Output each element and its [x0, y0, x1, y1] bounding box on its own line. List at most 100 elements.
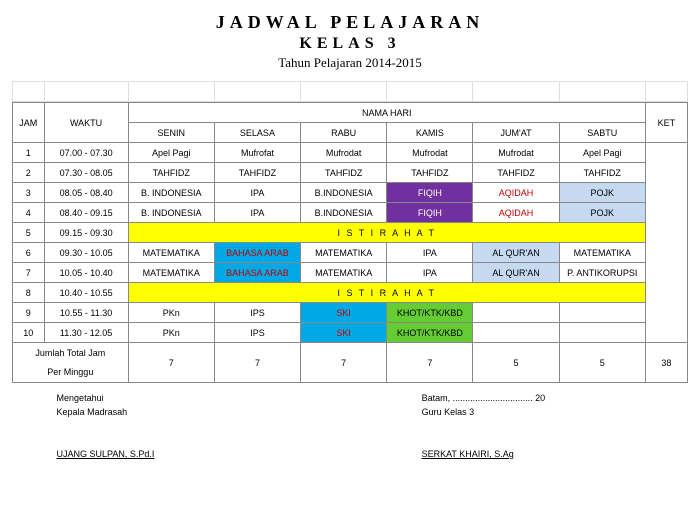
subject-cell: SKI	[301, 303, 387, 323]
subject-cell: MATEMATIKA	[128, 263, 214, 283]
subject-cell: SKI	[301, 323, 387, 343]
cell-waktu: 09.15 - 09.30	[44, 223, 128, 243]
header-ket: KET	[645, 103, 687, 143]
subject-cell: FIQIH	[387, 183, 473, 203]
cell-jam: 10	[13, 323, 45, 343]
total-jumat: 5	[473, 343, 559, 383]
cell-waktu: 10.55 - 11.30	[44, 303, 128, 323]
cell-jam: 9	[13, 303, 45, 323]
signature-block: MengetahuiBatam, .......................…	[12, 391, 688, 461]
cell-waktu: 08.05 - 08.40	[44, 183, 128, 203]
subject-cell: PKn	[128, 303, 214, 323]
sig-right-2: Guru Kelas 3	[418, 405, 688, 419]
cell-jam: 5	[13, 223, 45, 243]
subject-cell: B.INDONESIA	[301, 183, 387, 203]
day-senin: SENIN	[128, 123, 214, 143]
cell-jam: 6	[13, 243, 45, 263]
header-nama-hari: NAMA HARI	[128, 103, 645, 123]
header-waktu: WAKTU	[44, 103, 128, 143]
header-jam: JAM	[13, 103, 45, 143]
cell-waktu: 08.40 - 09.15	[44, 203, 128, 223]
cell-jam: 1	[13, 143, 45, 163]
subject-cell: TAHFIDZ	[301, 163, 387, 183]
table-row: 408.40 - 09.15B. INDONESIAIPAB.INDONESIA…	[13, 203, 688, 223]
table-row: 107.00 - 07.30Apel PagiMufrofatMufrodatM…	[13, 143, 688, 163]
cell-waktu: 10.05 - 10.40	[44, 263, 128, 283]
table-row: 509.15 - 09.30I S T I R A H A T	[13, 223, 688, 243]
cell-waktu: 10.40 - 10.55	[44, 283, 128, 303]
subject-cell: AL QUR'AN	[473, 243, 559, 263]
subject-cell: AQIDAH	[473, 203, 559, 223]
cell-jam: 8	[13, 283, 45, 303]
table-row: 710.05 - 10.40MATEMATIKABAHASA ARABMATEM…	[13, 263, 688, 283]
subject-cell: Apel Pagi	[128, 143, 214, 163]
sub-title: KELAS 3	[12, 35, 688, 53]
year-title: Tahun Pelajaran 2014-2015	[12, 55, 688, 71]
subject-cell: PKn	[128, 323, 214, 343]
subject-cell: KHOT/KTK/KBD	[387, 303, 473, 323]
total-label-2: Per Minggu	[13, 363, 129, 383]
subject-cell: TAHFIDZ	[559, 163, 645, 183]
main-title: JADWAL PELAJARAN	[12, 12, 688, 33]
subject-cell: TAHFIDZ	[387, 163, 473, 183]
day-sabtu: SABTU	[559, 123, 645, 143]
total-rabu: 7	[301, 343, 387, 383]
subject-cell: KHOT/KTK/KBD	[387, 323, 473, 343]
subject-cell: Mufrodat	[473, 143, 559, 163]
break-cell: I S T I R A H A T	[128, 283, 645, 303]
subject-cell: MATEMATIKA	[301, 243, 387, 263]
subject-cell: Mufrodat	[301, 143, 387, 163]
spacer-grid	[12, 81, 688, 102]
subject-cell: AQIDAH	[473, 183, 559, 203]
subject-cell: IPA	[387, 263, 473, 283]
total-selasa: 7	[214, 343, 300, 383]
subject-cell: Mufrofat	[214, 143, 300, 163]
cell-jam: 2	[13, 163, 45, 183]
subject-cell: Apel Pagi	[559, 143, 645, 163]
total-label-1: Jumlah Total Jam	[13, 343, 129, 363]
day-selasa: SELASA	[214, 123, 300, 143]
subject-cell: Mufrodat	[387, 143, 473, 163]
ket-cell	[645, 143, 687, 343]
total-ket: 38	[645, 343, 687, 383]
subject-cell	[559, 303, 645, 323]
subject-cell: BAHASA ARAB	[214, 263, 300, 283]
subject-cell: AL QUR'AN	[473, 263, 559, 283]
sig-left-name: UJANG SULPAN, S.Pd.I	[53, 447, 418, 461]
subject-cell: IPA	[387, 243, 473, 263]
cell-waktu: 07.30 - 08.05	[44, 163, 128, 183]
cell-waktu: 09.30 - 10.05	[44, 243, 128, 263]
cell-jam: 7	[13, 263, 45, 283]
subject-cell: TAHFIDZ	[473, 163, 559, 183]
subject-cell: FIQIH	[387, 203, 473, 223]
subject-cell: TAHFIDZ	[214, 163, 300, 183]
subject-cell: POJK	[559, 203, 645, 223]
subject-cell: IPA	[214, 203, 300, 223]
sig-left-1: Mengetahui	[53, 391, 418, 405]
cell-waktu: 07.00 - 07.30	[44, 143, 128, 163]
subject-cell	[473, 323, 559, 343]
total-kamis: 7	[387, 343, 473, 383]
total-senin: 7	[128, 343, 214, 383]
subject-cell: B. INDONESIA	[128, 203, 214, 223]
subject-cell: B. INDONESIA	[128, 183, 214, 203]
subject-cell: MATEMATIKA	[559, 243, 645, 263]
subject-cell: MATEMATIKA	[128, 243, 214, 263]
subject-cell	[559, 323, 645, 343]
table-row: 207.30 - 08.05TAHFIDZTAHFIDZTAHFIDZTAHFI…	[13, 163, 688, 183]
schedule-table: JAM WAKTU NAMA HARI KET SENIN SELASA RAB…	[12, 102, 688, 383]
cell-jam: 4	[13, 203, 45, 223]
subject-cell: IPS	[214, 323, 300, 343]
total-sabtu: 5	[559, 343, 645, 383]
subject-cell: IPA	[214, 183, 300, 203]
subject-cell: IPS	[214, 303, 300, 323]
subject-cell: P. ANTIKORUPSI	[559, 263, 645, 283]
cell-jam: 3	[13, 183, 45, 203]
subject-cell: POJK	[559, 183, 645, 203]
day-rabu: RABU	[301, 123, 387, 143]
table-row: 609.30 - 10.05MATEMATIKABAHASA ARABMATEM…	[13, 243, 688, 263]
sig-left-2: Kepala Madrasah	[53, 405, 418, 419]
sig-right-1: Batam, ................................ …	[418, 391, 688, 405]
table-row: 810.40 - 10.55I S T I R A H A T	[13, 283, 688, 303]
subject-cell: MATEMATIKA	[301, 263, 387, 283]
